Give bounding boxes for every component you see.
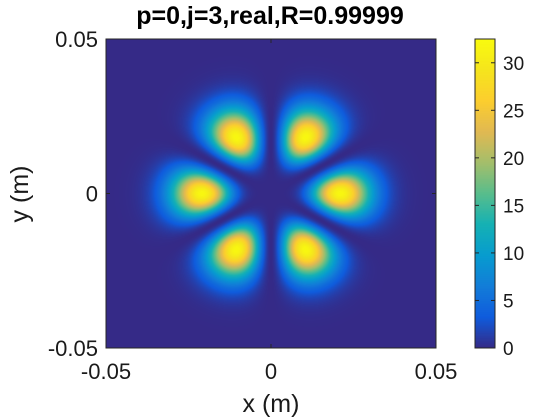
y-tick-label: 0.05 [55, 27, 98, 52]
x-tick-label: 0 [265, 359, 277, 384]
chart-title: p=0,j=3,real,R=0.99999 [136, 2, 404, 30]
y-axis-ticks: -0.05 0 0.05 [48, 27, 436, 361]
colorbar-tick-label: 0 [503, 339, 514, 360]
colorbar-container [475, 39, 495, 348]
heatmap-container [106, 39, 436, 348]
colorbar-tick-label: 10 [503, 244, 524, 265]
x-axis-label: x (m) [243, 390, 300, 418]
colorbar: 0 5 10 15 20 25 30 [474, 38, 524, 360]
colorbar-tick-label: 30 [503, 54, 524, 75]
colorbar-gradient [475, 39, 495, 348]
colorbar-ticks: 0 5 10 15 20 25 30 [475, 54, 524, 360]
colorbar-tick-label: 20 [503, 149, 524, 170]
y-axis-label: y (m) [6, 166, 34, 223]
colorbar-tick-label: 25 [503, 101, 524, 122]
heatmap-image [106, 39, 436, 348]
colorbar-frame [474, 38, 496, 349]
x-tick-label: -0.05 [81, 359, 131, 384]
x-axis-ticks: -0.05 0 0.05 [81, 39, 457, 384]
plot-area [105, 38, 437, 349]
x-tick-label: 0.05 [415, 359, 458, 384]
colorbar-tick-label: 5 [503, 291, 514, 312]
y-tick-label: -0.05 [48, 336, 98, 361]
y-tick-label: 0 [86, 182, 98, 207]
colorbar-tick-label: 15 [503, 196, 524, 217]
